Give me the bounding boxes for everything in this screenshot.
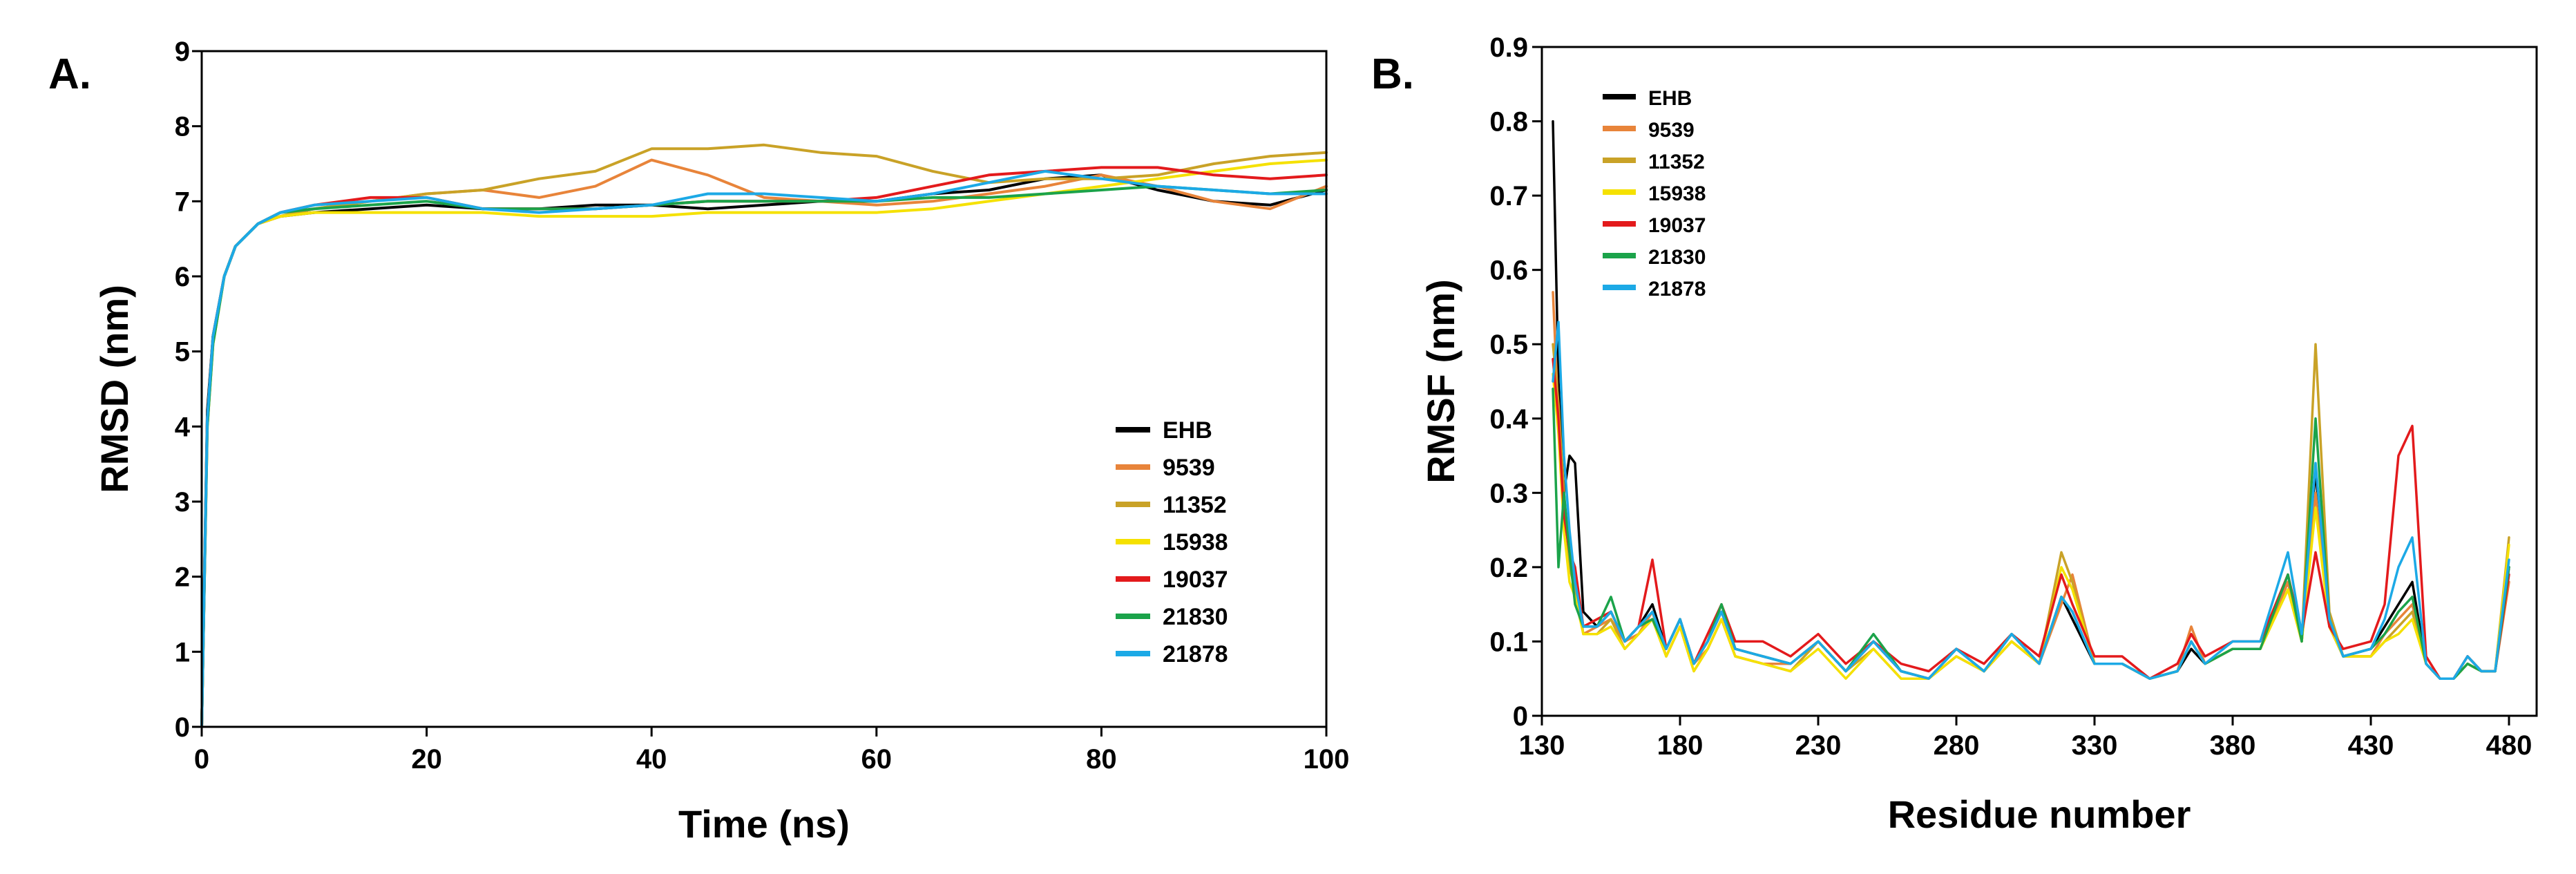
- panel-b-x-tick-label: 280: [1934, 730, 1980, 761]
- panel-a-y-tick-label: 3: [175, 487, 190, 517]
- panel-a-x-tick-label: 100: [1304, 744, 1350, 775]
- panel-b-x-axis-title: Residue number: [1888, 792, 2191, 836]
- panel-a-x-tick-label: 60: [861, 744, 893, 775]
- panel-a-y-axis-title: RMSD (nm): [93, 285, 136, 493]
- panel-b-x-tick-label: 480: [2486, 730, 2532, 761]
- panel-b-x-tick-label: 430: [2348, 730, 2394, 761]
- panel-b-legend: EHB 9539 11352 15938 19037 21830 21878: [1603, 87, 1706, 301]
- panel-a-x-axis-title: Time (ns): [678, 802, 850, 846]
- panel-b-y-tick-label: 0.4: [1489, 404, 1528, 435]
- panel-b-legend-label-21878: 21878: [1648, 278, 1706, 301]
- panel-a-legend-label-21878: 21878: [1163, 641, 1228, 667]
- panel-b-y-tick-label: 0.8: [1489, 107, 1528, 137]
- panel-b-y-tick-label: 0.1: [1489, 627, 1528, 657]
- panel-a-legend-label-21830: 21830: [1163, 604, 1228, 630]
- panel-b-x-tick-label: 230: [1795, 730, 1842, 761]
- panel-a-legend-label-19037: 19037: [1163, 567, 1228, 593]
- panel-b-x-tick-label: 130: [1519, 730, 1565, 761]
- panel-a-y-tick-label: 9: [175, 37, 190, 67]
- panel-a-legend-label-15938: 15938: [1163, 529, 1228, 555]
- panel-b-series-line-21878: [1552, 321, 2510, 680]
- panel-b-x-tick-label: 380: [2210, 730, 2256, 761]
- panel-b-legend-label-15938: 15938: [1648, 182, 1706, 205]
- panel-a-plot-frame: [200, 50, 1328, 728]
- panel-b-y-axis-title: RMSF (nm): [1419, 279, 1462, 484]
- panel-b-series-line-15938: [1552, 372, 2510, 680]
- panel-a-x-tick-label: 40: [636, 744, 667, 775]
- panel-b-y-tick-label: 0.9: [1489, 32, 1528, 63]
- panel-a-y-tick-label: 5: [175, 337, 190, 368]
- panel-a-legend: EHB 9539 11352 15938 19037 21830 21878: [1116, 417, 1228, 667]
- panel-a-label: A.: [48, 50, 91, 98]
- panel-b-y-tick-label: 0: [1513, 701, 1528, 732]
- panel-a-y-tick-label: 6: [175, 262, 190, 292]
- panel-b-y-tick-label: 0.7: [1489, 181, 1528, 211]
- panel-a-y-tick-label: 1: [175, 637, 190, 667]
- panel-a-y-tick-label: 8: [175, 112, 190, 142]
- panel-b-label: B.: [1371, 50, 1414, 98]
- panel-a-y-tick-label: 2: [175, 562, 190, 593]
- panel-a-rmsd-chart: A. 0 20 40 60 80 100 0 1 2 3 4 5 6 7 8 9 Time (ns) RMS…: [48, 37, 1349, 846]
- panel-b-y-tick-label: 0.3: [1489, 478, 1528, 509]
- panel-b-plot-frame: [1540, 46, 2538, 717]
- panel-b-x-tick-label: 180: [1657, 730, 1704, 761]
- panel-a-y-tick-label: 4: [175, 412, 191, 442]
- panel-a-legend-label-11352: 11352: [1163, 492, 1227, 518]
- panel-b-y-tick-label: 0.5: [1489, 330, 1528, 360]
- panel-a-x-tick-label: 20: [411, 744, 442, 775]
- panel-a-legend-label-9539: 9539: [1163, 455, 1215, 481]
- panel-b-rmsf-chart: B. 130 180 230 280 330 380 430 480 0 0.1 0.2 0.3 0.…: [1371, 32, 2538, 836]
- panel-b-legend-label-11352: 11352: [1648, 151, 1705, 173]
- panel-b-y-tick-label: 0.2: [1489, 553, 1528, 583]
- panel-b-y-tick-label: 0.6: [1489, 256, 1528, 286]
- panel-b-legend-label-9539: 9539: [1648, 119, 1695, 142]
- panel-a-y-tick-label: 0: [175, 712, 190, 743]
- panel-a-x-tick-label: 0: [194, 744, 209, 775]
- panel-a-y-tick-label: 7: [175, 187, 190, 217]
- panel-b-legend-label-21830: 21830: [1648, 246, 1706, 269]
- panel-a-legend-label-EHB: EHB: [1163, 417, 1212, 444]
- panel-b-legend-label-EHB: EHB: [1648, 87, 1692, 110]
- panel-a-series-line-21878: [200, 169, 1328, 728]
- panel-a-x-tick-label: 80: [1086, 744, 1117, 775]
- panel-b-x-tick-label: 330: [2072, 730, 2118, 761]
- panel-b-legend-label-19037: 19037: [1648, 214, 1706, 237]
